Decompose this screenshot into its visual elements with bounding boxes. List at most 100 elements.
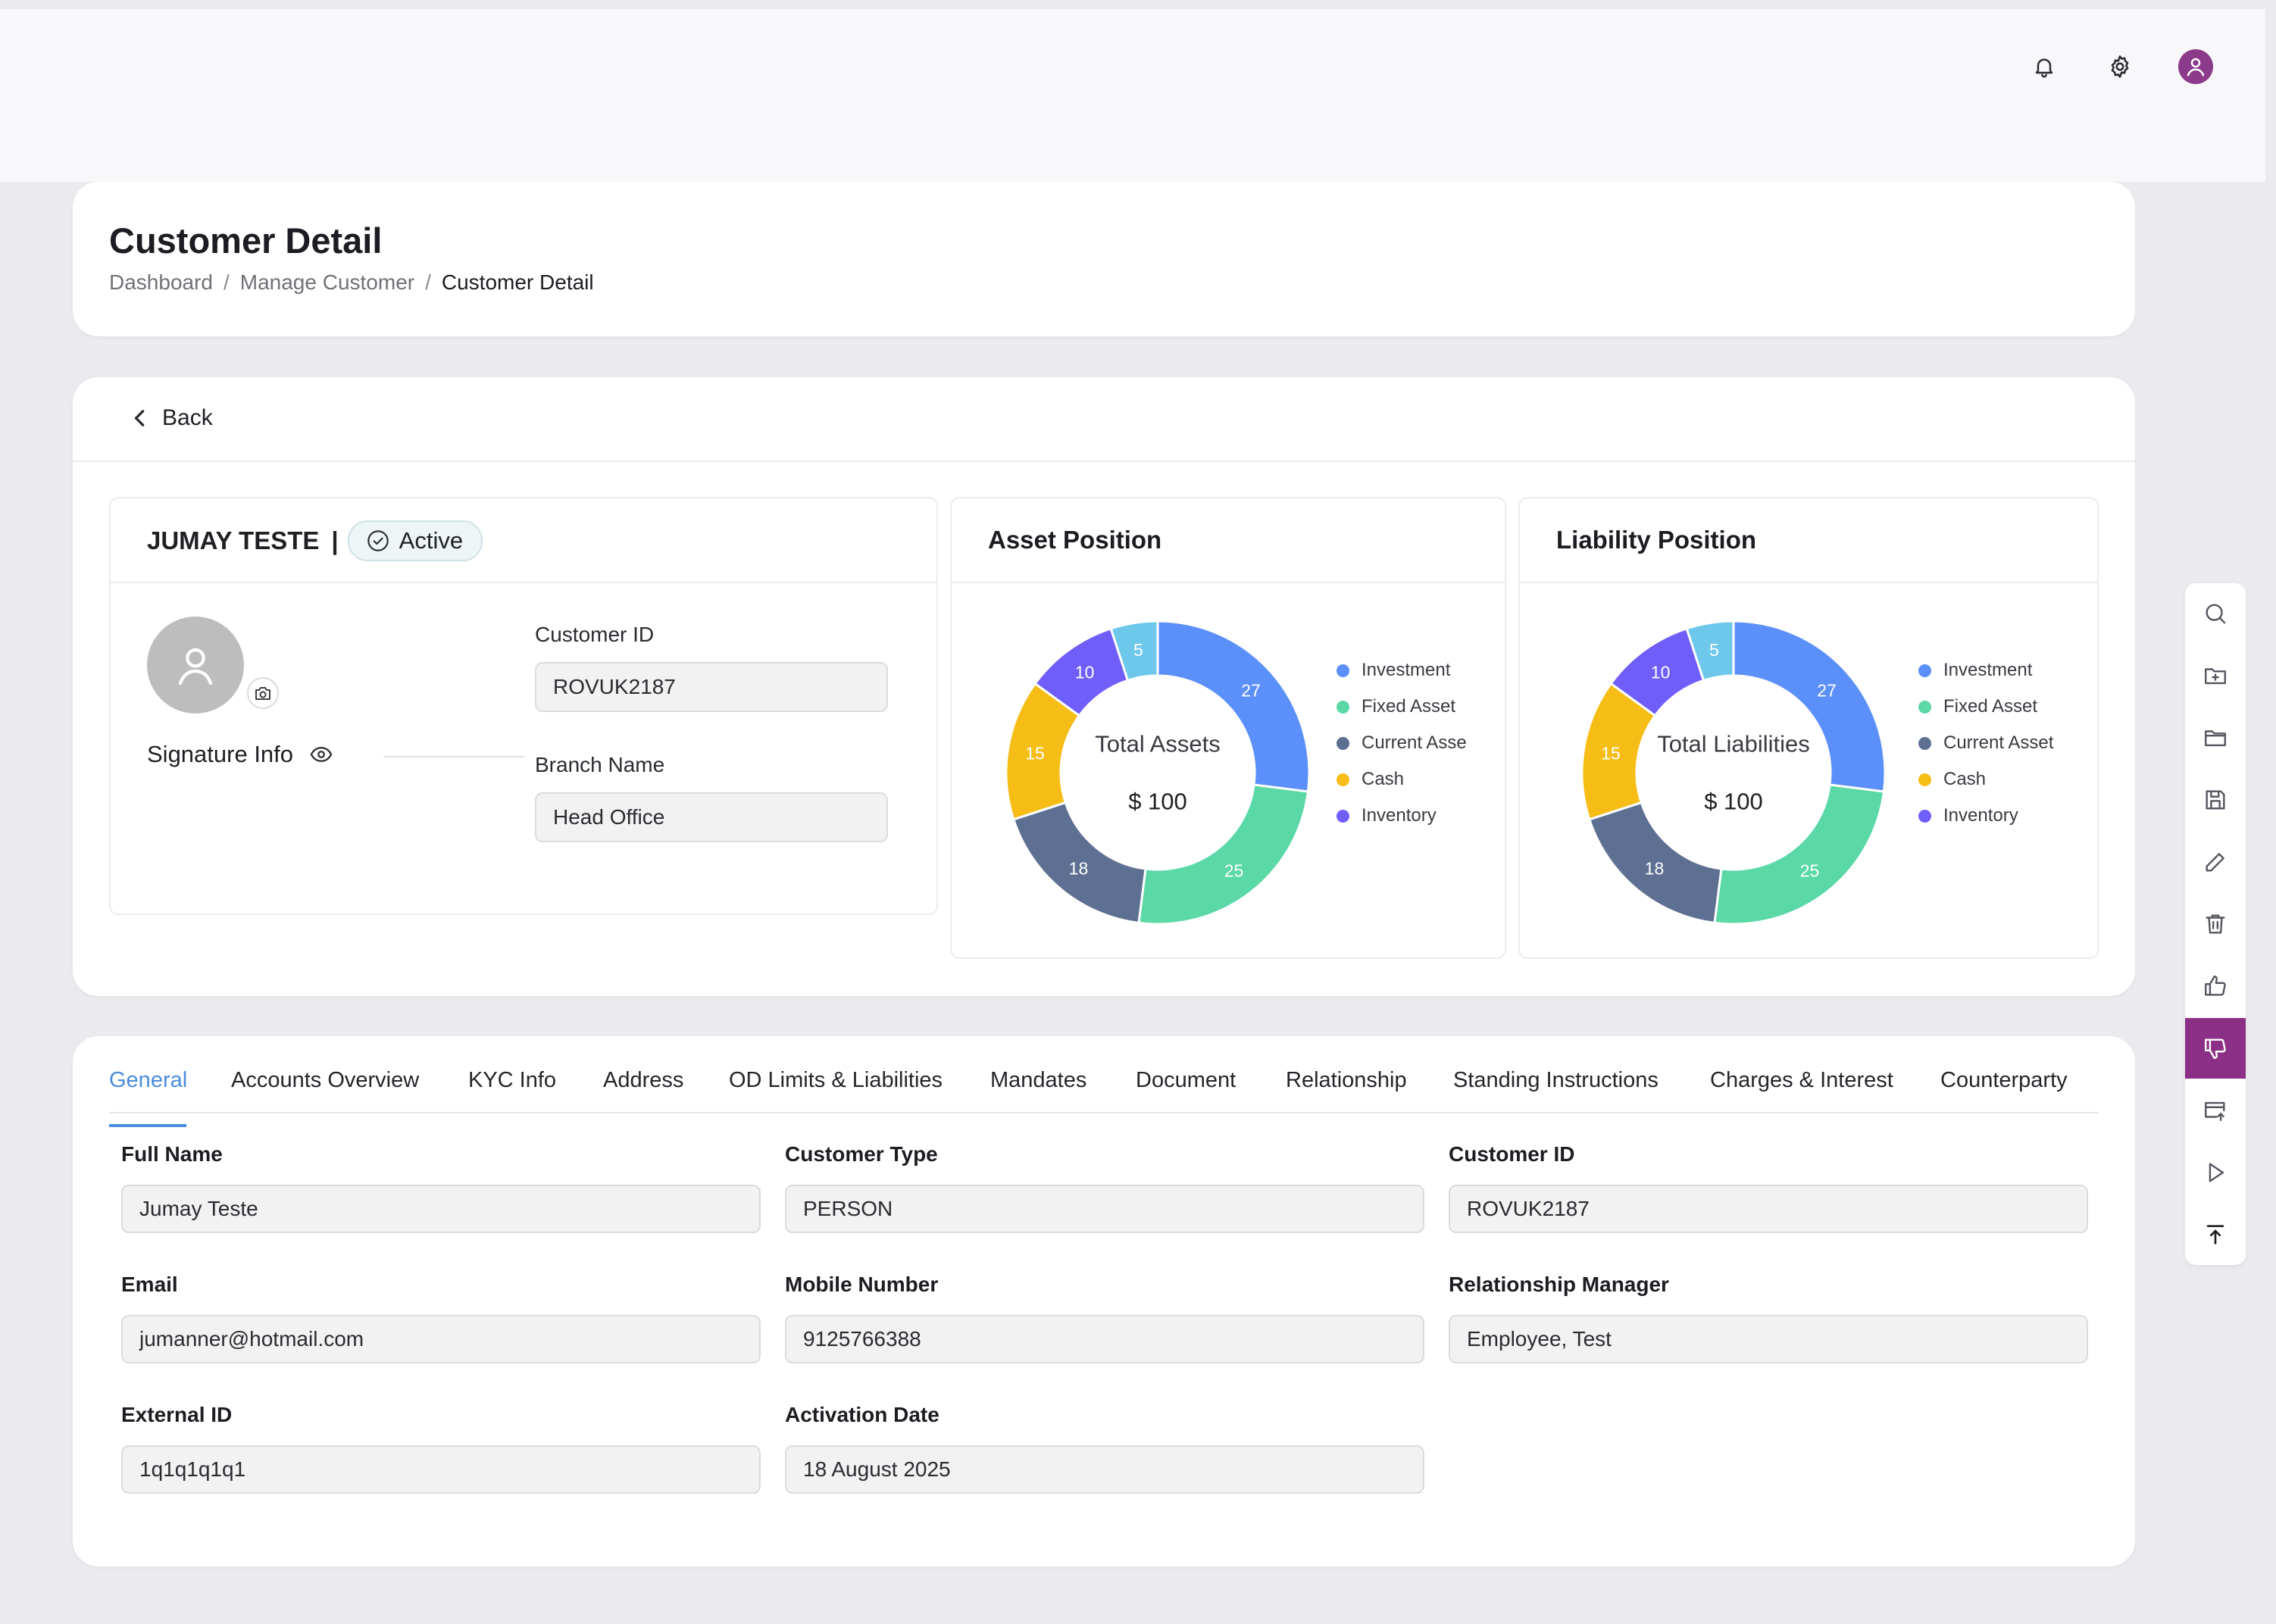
liability-center-value: $ 100: [1704, 789, 1763, 815]
activation-date-label: Activation Date: [785, 1403, 939, 1426]
breadcrumb-manage-customer[interactable]: Manage Customer: [239, 270, 415, 294]
full-name-field[interactable]: Jumay Teste: [121, 1185, 761, 1233]
asset-slice-value-label: 15: [1025, 743, 1045, 763]
tab-relationship[interactable]: Relationship: [1286, 1068, 1407, 1092]
user-avatar-icon[interactable]: [2178, 49, 2213, 84]
asset-position-header: Asset Position: [952, 498, 1505, 583]
asset-legend-swatch: [1337, 809, 1349, 823]
liability-legend-label: Fixed Asset: [1943, 696, 2038, 717]
asset-legend-swatch: [1337, 700, 1349, 714]
camera-upload-button[interactable]: [247, 677, 279, 709]
tab-address[interactable]: Address: [603, 1068, 684, 1092]
liability-legend-item[interactable]: Investment: [1918, 659, 2032, 682]
mobile-number-field[interactable]: 9125766388: [785, 1315, 1424, 1363]
branch-name-field[interactable]: Head Office: [535, 792, 888, 842]
breadcrumb-dashboard[interactable]: Dashboard: [109, 270, 213, 294]
liability-legend-item[interactable]: Cash: [1918, 768, 1986, 791]
asset-legend-label: Cash: [1362, 769, 1405, 789]
tab-counterparty[interactable]: Counterparty: [1940, 1068, 2068, 1092]
eye-icon[interactable]: [310, 745, 333, 764]
asset-legend-swatch: [1337, 664, 1349, 677]
liability-legend-swatch: [1918, 736, 1931, 750]
asset-legend-item[interactable]: Investment: [1337, 659, 1450, 682]
mobile-number-label: Mobile Number: [785, 1273, 939, 1296]
liability-slice-accounts-receivable[interactable]: [1685, 620, 1735, 682]
tab-general[interactable]: General: [109, 1068, 188, 1092]
customer-id-field[interactable]: ROVUK2187: [535, 662, 888, 712]
branch-name-label: Branch Name: [535, 753, 665, 776]
liability-position-title: Liability Position: [1556, 526, 1757, 554]
relationship-manager-label: Relationship Manager: [1449, 1273, 1669, 1296]
settings-gear-icon[interactable]: [2100, 47, 2140, 86]
tab-kyc-info[interactable]: KYC Info: [468, 1068, 557, 1092]
signature-info-label: Signature Info: [147, 741, 294, 767]
play-icon[interactable]: [2185, 1142, 2246, 1203]
asset-legend-label: Inventory: [1362, 805, 1437, 826]
status-badge: Active: [347, 520, 483, 561]
back-button[interactable]: Back: [132, 400, 213, 436]
page-header-card: Customer Detail Dashboard / Manage Custome…: [73, 182, 2135, 336]
customer-info-panel: JUMAY TESTE | Active Signature Info Cust…: [109, 497, 938, 915]
email-label: Email: [121, 1273, 178, 1296]
relationship-manager-field[interactable]: Employee, Test: [1449, 1315, 2088, 1363]
delete-trash-icon[interactable]: [2185, 894, 2246, 954]
activation-date-field[interactable]: 18 August 2025: [785, 1445, 1424, 1494]
asset-slice-investment[interactable]: [1156, 620, 1311, 793]
save-icon[interactable]: [2185, 770, 2246, 830]
customer-id-form-field[interactable]: ROVUK2187: [1449, 1185, 2088, 1233]
full-name-label: Full Name: [121, 1142, 223, 1166]
liability-slice-investment[interactable]: [1732, 620, 1887, 793]
tab-mandates[interactable]: Mandates: [990, 1068, 1087, 1092]
liability-slice-value-label: 10: [1651, 662, 1671, 682]
email-field[interactable]: jumanner@hotmail.com: [121, 1315, 761, 1363]
asset-slice-value-label: 27: [1241, 681, 1261, 701]
liability-position-header: Liability Position: [1520, 498, 2097, 583]
bell-icon[interactable]: [2024, 47, 2064, 86]
asset-slice-fixed-asset[interactable]: [1137, 783, 1310, 926]
asset-donut-chart: 27 25 18 15 10 5 Total Assets $ 100: [1005, 620, 1311, 926]
liability-slice-fixed-asset[interactable]: [1713, 783, 1886, 926]
folder-icon[interactable]: [2185, 707, 2246, 768]
customer-id-label: Customer ID: [535, 623, 655, 646]
liability-legend-clip: Investment Fixed Asset Current Asset Cash In…: [1918, 659, 2067, 841]
edit-pencil-icon[interactable]: [2185, 832, 2246, 892]
asset-legend-item[interactable]: Current Asse: [1337, 732, 1467, 754]
asset-legend-clip: Investment Fixed Asset Current Asse Cash Inv…: [1337, 659, 1490, 841]
right-action-rail: [2185, 583, 2246, 1265]
thumbs-up-icon[interactable]: [2185, 956, 2246, 1017]
asset-legend-item[interactable]: Fixed Asset: [1337, 695, 1455, 718]
liability-donut-chart: 27 25 18 15 10 5 Total Liabilities $ 100: [1580, 620, 1887, 926]
asset-legend-swatch: [1337, 736, 1349, 750]
asset-slice-value-label: 5: [1133, 640, 1143, 660]
asset-legend-item[interactable]: Cash: [1337, 768, 1404, 791]
liability-slice-value-label: 27: [1817, 681, 1837, 701]
tab-od-limits-liabilities[interactable]: OD Limits & Liabilities: [729, 1068, 943, 1092]
asset-legend-item[interactable]: Inventory: [1337, 804, 1437, 827]
tab-bar: General Accounts Overview KYC Info Addre…: [109, 1059, 2099, 1127]
liability-legend-item[interactable]: Fixed Asset: [1918, 695, 2037, 718]
liability-slice-value-label: 18: [1645, 858, 1665, 878]
external-id-field[interactable]: 1q1q1q1q1: [121, 1445, 761, 1494]
tab-accounts-overview[interactable]: Accounts Overview: [231, 1068, 420, 1092]
search-icon[interactable]: [2185, 583, 2246, 644]
add-folder-icon[interactable]: [2185, 645, 2246, 706]
customer-name-row: JUMAY TESTE | Active: [147, 520, 483, 562]
asset-center-label: Total Assets: [1095, 731, 1220, 757]
liability-legend-item[interactable]: Inventory: [1918, 804, 2018, 827]
liability-legend-item[interactable]: Current Asset: [1918, 732, 2053, 754]
liability-position-panel: Liability Position 27 25 18 15 10 5 Total Liab…: [1518, 497, 2099, 959]
card-export-icon[interactable]: [2185, 1080, 2246, 1141]
asset-legend-label: Fixed Asset: [1362, 696, 1456, 717]
thumbs-down-icon[interactable]: [2185, 1018, 2246, 1079]
customer-id-form-label: Customer ID: [1449, 1142, 1575, 1166]
liability-slice-value-label: 25: [1800, 861, 1820, 881]
scroll-to-top-icon[interactable]: [2185, 1204, 2246, 1265]
status-label: Active: [399, 527, 464, 554]
tab-standing-instructions[interactable]: Standing Instructions: [1453, 1068, 1659, 1092]
name-separator: |: [331, 526, 339, 554]
asset-slice-accounts-receivable[interactable]: [1109, 620, 1159, 682]
customer-type-field[interactable]: PERSON: [785, 1185, 1424, 1233]
tab-charges-interest[interactable]: Charges & Interest: [1710, 1068, 1893, 1092]
customer-details-tabs-card: General Accounts Overview KYC Info Addre…: [73, 1036, 2135, 1566]
tab-document[interactable]: Document: [1136, 1068, 1236, 1092]
